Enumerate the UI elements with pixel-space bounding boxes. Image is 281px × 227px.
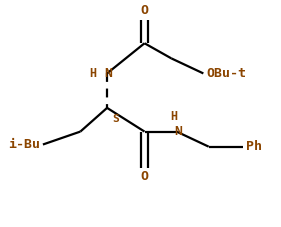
Text: H: H <box>89 67 96 80</box>
Text: OBu-t: OBu-t <box>206 67 246 80</box>
Text: N: N <box>105 67 112 80</box>
Text: H: H <box>170 110 178 123</box>
Text: O: O <box>140 170 149 183</box>
Text: Ph: Ph <box>246 140 262 153</box>
Text: O: O <box>140 4 149 17</box>
Text: N: N <box>174 125 182 138</box>
Text: S: S <box>112 114 119 124</box>
Text: i-Bu: i-Bu <box>8 138 40 151</box>
